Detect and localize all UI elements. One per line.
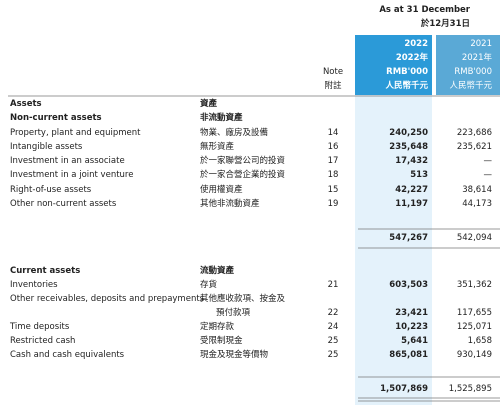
prior-value: — [483, 170, 493, 180]
section-heading-zh: 流動資產 [200, 266, 235, 276]
prior-value: 125,071 [456, 322, 492, 332]
current-column-shade [355, 35, 432, 405]
prior-header-fill [436, 35, 500, 95]
current-value: 5,641 [401, 336, 428, 346]
current-header: 人民幣千元 [385, 81, 428, 91]
row-label: Other non-current assets [10, 199, 117, 209]
section-heading: Current assets [10, 266, 81, 276]
current-header: 2022 [404, 39, 428, 49]
row-label-zh: 於一家合營企業的投資 [200, 170, 286, 180]
row-label: Intangible assets [10, 142, 83, 152]
row-label-zh: 其他應收款項、按金及 [200, 294, 286, 304]
prior-header: RMB'000 [454, 67, 492, 77]
row-label-zh: 物業、廠房及設備 [200, 128, 269, 138]
current-header-fill [355, 35, 432, 95]
note-ref: 18 [327, 170, 339, 180]
note-ref: 17 [327, 156, 339, 166]
prior-value: 1,525,895 [448, 384, 492, 394]
period-label-zh: 於12月31日 [420, 19, 470, 29]
row-label-zh: 定期存款 [200, 322, 235, 332]
row-label: Property, plant and equipment [10, 128, 141, 138]
row-label: Right-of-use assets [10, 185, 92, 195]
row-label: Inventories [10, 280, 58, 290]
current-value: 11,197 [395, 199, 428, 209]
row-label: Restricted cash [10, 336, 76, 346]
prior-value: 117,655 [456, 308, 492, 318]
prior-value: 235,621 [456, 142, 492, 152]
prior-value: 1,658 [467, 336, 492, 346]
row-label-zh: 其他非流動資產 [200, 199, 260, 209]
current-value: 10,223 [395, 322, 428, 332]
row-label-zh: 現金及現金等價物 [200, 350, 269, 360]
row-label-zh: 預付款項 [216, 308, 251, 318]
section-heading: Assets [10, 99, 42, 109]
note-ref: 16 [327, 142, 339, 152]
period-label: As at 31 December [379, 5, 470, 15]
note-ref: 22 [327, 308, 339, 318]
current-value: 42,227 [395, 185, 428, 195]
row-label: Investment in a joint venture [10, 170, 134, 180]
row-label-zh: 無形資產 [200, 142, 235, 152]
current-header: RMB'000 [386, 67, 428, 77]
prior-value: 542,094 [456, 233, 492, 243]
row-label: Investment in an associate [10, 156, 125, 166]
row-label: Cash and cash equivalents [10, 350, 125, 360]
note-ref: 21 [327, 280, 339, 290]
section-heading-zh: 資產 [200, 99, 218, 109]
note-ref: 19 [327, 199, 339, 209]
note-ref: 14 [327, 128, 339, 138]
note-ref: 15 [327, 185, 339, 195]
row-label-zh: 受限制現金 [200, 336, 243, 346]
current-value: 865,081 [389, 350, 428, 360]
current-value: 513 [410, 170, 428, 180]
note-header: Note [322, 67, 344, 77]
note-header: 附註 [324, 81, 342, 91]
current-value: 547,267 [389, 233, 428, 243]
prior-header: 人民幣千元 [449, 81, 492, 91]
section-heading: Non-current assets [10, 113, 102, 123]
current-value: 603,503 [389, 280, 428, 290]
row-label-zh: 於一家聯營公司的投資 [200, 156, 286, 166]
prior-value: — [483, 156, 493, 166]
prior-value: 44,173 [462, 199, 492, 209]
prior-value: 930,149 [456, 350, 492, 360]
current-value: 235,648 [389, 142, 428, 152]
prior-header: 2021年 [461, 53, 492, 63]
current-value: 240,250 [389, 128, 428, 138]
prior-value: 351,362 [456, 280, 492, 290]
section-heading-zh: 非流動資產 [200, 113, 243, 123]
row-label-zh: 使用權資產 [200, 185, 243, 195]
current-value: 17,432 [395, 156, 428, 166]
row-label-zh: 存貨 [200, 280, 218, 290]
row-label: Time deposits [10, 322, 70, 332]
row-label: Other receivables, deposits and prepayme… [10, 294, 205, 304]
prior-value: 223,686 [456, 128, 492, 138]
note-ref: 25 [327, 350, 339, 360]
prior-value: 38,614 [462, 185, 492, 195]
current-value: 23,421 [395, 308, 428, 318]
current-value: 1,507,869 [380, 384, 428, 394]
prior-header: 2021 [470, 39, 492, 49]
current-header: 2022年 [395, 53, 428, 63]
note-ref: 25 [327, 336, 339, 346]
note-ref: 24 [327, 322, 339, 332]
